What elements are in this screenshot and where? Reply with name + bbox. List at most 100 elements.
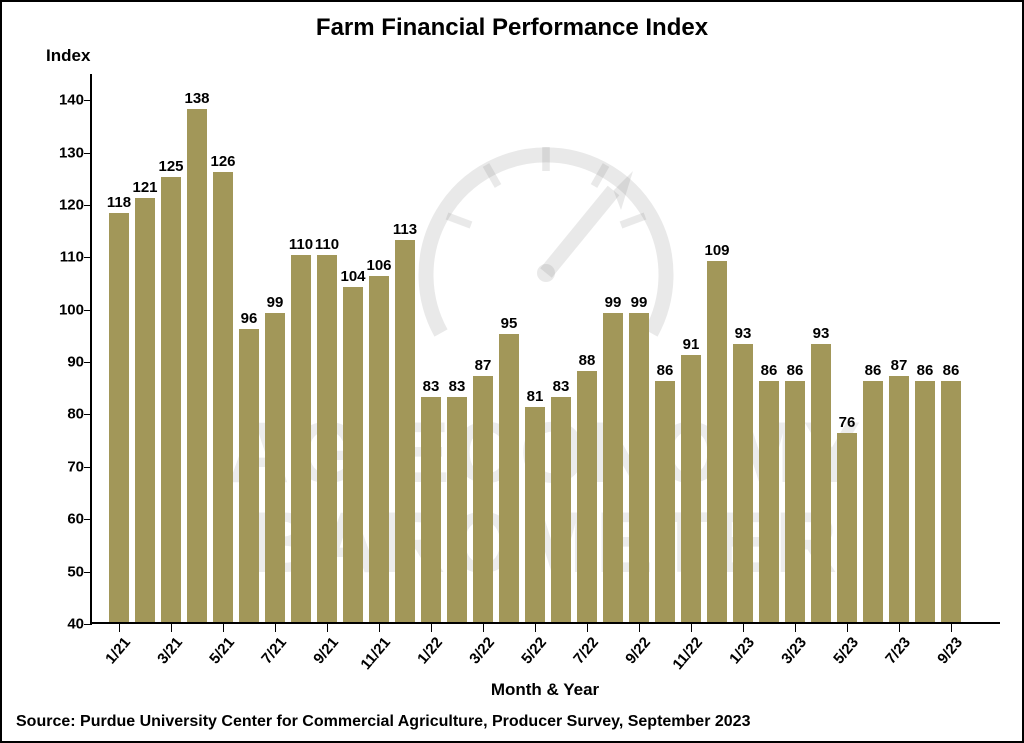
bar — [265, 313, 285, 622]
y-tick-label: 50 — [48, 563, 84, 580]
chart-frame: Farm Financial Performance Index Index — [0, 0, 1024, 743]
bar-value-label: 109 — [704, 242, 729, 259]
y-tick-label: 90 — [48, 354, 84, 371]
bar-value-label: 88 — [579, 352, 596, 369]
bar — [603, 313, 623, 622]
y-tick-mark — [84, 153, 92, 154]
bar — [135, 198, 155, 622]
x-tick-label: 1/22 — [414, 634, 446, 667]
x-tick-label: 9/21 — [310, 634, 342, 667]
x-tick-mark — [899, 624, 900, 632]
x-tick-mark — [483, 624, 484, 632]
x-tick-label: 9/23 — [934, 634, 966, 667]
bar-value-label: 113 — [393, 221, 417, 238]
x-tick-label: 11/22 — [669, 634, 706, 673]
bar — [837, 433, 857, 622]
bar-value-label: 91 — [683, 336, 700, 353]
y-tick-mark — [84, 519, 92, 520]
y-tick-label: 110 — [48, 249, 84, 266]
bar — [239, 329, 259, 622]
x-tick-mark — [587, 624, 588, 632]
bar-value-label: 86 — [943, 362, 960, 379]
bar — [551, 397, 571, 622]
x-tick-label: 7/23 — [882, 634, 914, 667]
bar-value-label: 86 — [865, 362, 882, 379]
x-tick-label: 11/21 — [357, 634, 394, 673]
bar-value-label: 93 — [735, 325, 752, 342]
y-tick-label: 40 — [48, 616, 84, 633]
y-tick-mark — [84, 257, 92, 258]
bar-value-label: 104 — [340, 268, 365, 285]
bar — [707, 261, 727, 622]
bar — [941, 381, 961, 622]
bar — [499, 334, 519, 622]
bar — [811, 344, 831, 622]
bar — [629, 313, 649, 622]
y-tick-mark — [84, 467, 92, 468]
x-tick-label: 7/21 — [258, 634, 290, 667]
x-tick-mark — [327, 624, 328, 632]
bar-value-label: 86 — [761, 362, 778, 379]
bar — [785, 381, 805, 622]
bar-value-label: 99 — [267, 294, 284, 311]
bar — [473, 376, 493, 622]
bar — [577, 371, 597, 622]
bar-value-label: 99 — [605, 294, 622, 311]
bar-value-label: 83 — [449, 378, 466, 395]
bar — [395, 240, 415, 622]
bar — [863, 381, 883, 622]
y-tick-mark — [84, 310, 92, 311]
x-tick-mark — [379, 624, 380, 632]
bar-value-label: 81 — [527, 388, 544, 405]
x-tick-label: 5/21 — [206, 634, 238, 667]
bar-value-label: 110 — [289, 236, 313, 253]
bar-value-label: 86 — [787, 362, 804, 379]
bar-value-label: 95 — [501, 315, 518, 332]
y-tick-label: 60 — [48, 511, 84, 528]
bar — [291, 255, 311, 622]
source-text: Source: Purdue University Center for Com… — [16, 713, 750, 731]
bar-value-label: 76 — [839, 414, 856, 431]
x-tick-mark — [743, 624, 744, 632]
y-tick-label: 140 — [48, 92, 84, 109]
bar-value-label: 138 — [184, 90, 209, 107]
bar — [889, 376, 909, 622]
x-tick-mark — [119, 624, 120, 632]
bar — [759, 381, 779, 622]
x-tick-label: 3/23 — [778, 634, 810, 667]
y-tick-mark — [84, 362, 92, 363]
y-tick-mark — [84, 414, 92, 415]
x-tick-mark — [795, 624, 796, 632]
bar-value-label: 106 — [366, 257, 391, 274]
bar — [369, 276, 389, 622]
x-tick-label: 3/21 — [154, 634, 186, 667]
x-tick-mark — [847, 624, 848, 632]
bar-value-label: 93 — [813, 325, 830, 342]
chart-title: Farm Financial Performance Index — [2, 14, 1022, 42]
x-tick-label: 1/23 — [726, 634, 758, 667]
x-tick-mark — [639, 624, 640, 632]
bar — [525, 407, 545, 622]
y-tick-label: 70 — [48, 458, 84, 475]
x-tick-label: 5/22 — [518, 634, 550, 667]
y-axis-label: Index — [46, 46, 90, 66]
x-tick-mark — [223, 624, 224, 632]
bar-value-label: 118 — [107, 194, 131, 211]
x-tick-label: 9/22 — [622, 634, 654, 667]
bar-value-label: 83 — [423, 378, 440, 395]
bar — [681, 355, 701, 622]
bar-value-label: 121 — [132, 179, 157, 196]
bar — [109, 213, 129, 622]
bar — [733, 344, 753, 622]
x-tick-mark — [431, 624, 432, 632]
y-tick-label: 80 — [48, 406, 84, 423]
bar-value-label: 86 — [657, 362, 674, 379]
x-tick-label: 3/22 — [466, 634, 498, 667]
y-tick-mark — [84, 205, 92, 206]
bar-value-label: 86 — [917, 362, 934, 379]
y-tick-label: 130 — [48, 144, 84, 161]
y-tick-label: 120 — [48, 196, 84, 213]
bar — [655, 381, 675, 622]
bar — [317, 255, 337, 622]
x-axis-label: Month & Year — [90, 680, 1000, 700]
